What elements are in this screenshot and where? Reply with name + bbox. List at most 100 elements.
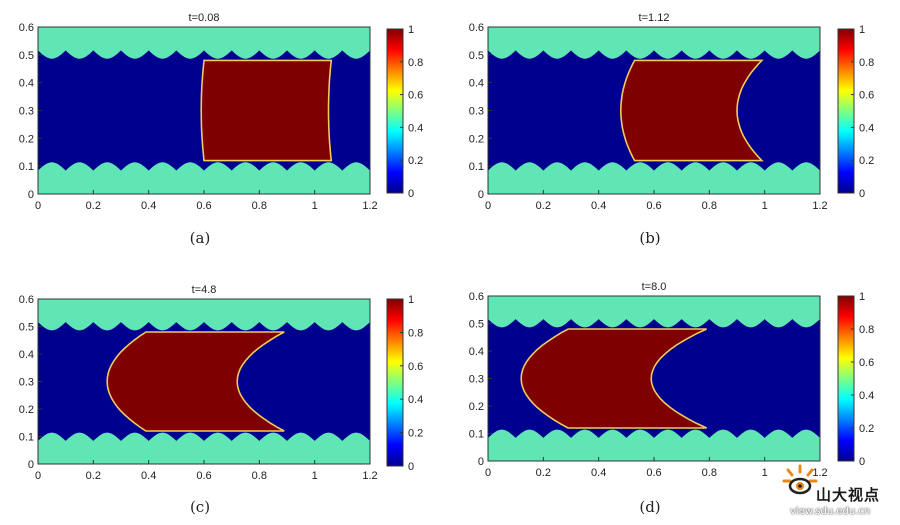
colorbar-tick-label: 0.4 — [859, 122, 874, 134]
y-tick-label: 0.4 — [469, 346, 484, 358]
x-tick-label: 0.2 — [536, 200, 551, 212]
x-tick-label: 0.8 — [252, 470, 267, 482]
x-tick-label: 0.2 — [86, 470, 101, 482]
colorbar-tick-label: 0.8 — [408, 327, 423, 339]
watermark: 山大视点 view.sdu.edu.cn — [782, 462, 898, 522]
colorbar-tick-label: 0.4 — [408, 394, 423, 406]
bottom-wall — [38, 432, 370, 464]
x-tick-label: 1 — [312, 470, 318, 482]
colorbar-tick-label: 0.8 — [859, 57, 874, 69]
panel-c: 0 0.2 0.4 0.6 0.8 1 1.2 0 0.1 0.2 0.3 0.4 0.5 0.6 t=4.… — [19, 284, 424, 516]
watermark-name: 山大视点 — [816, 486, 881, 504]
bottom-wall — [488, 162, 820, 194]
x-tick-label: 1 — [312, 200, 318, 212]
x-tick-label: 0.2 — [86, 200, 101, 212]
x-tick-label: 0 — [35, 470, 41, 482]
colorbar-tick-label: 0.8 — [859, 324, 874, 336]
colorbar — [837, 295, 855, 462]
colorbar-tick-label: 0.4 — [408, 122, 423, 134]
x-tick-label: 0.6 — [646, 467, 661, 479]
colorbar-tick-label: 0.6 — [859, 357, 874, 369]
y-tick-label: 0.5 — [469, 50, 484, 62]
y-tick-label: 0.1 — [469, 161, 484, 173]
colorbar-tick-label: 0 — [408, 461, 414, 473]
colorbar-tick-label: 0.6 — [408, 90, 423, 102]
y-tick-label: 0.3 — [19, 377, 34, 389]
x-tick-label: 0.4 — [141, 200, 156, 212]
bottom-wall — [488, 429, 820, 461]
y-tick-label: 0.2 — [19, 133, 34, 145]
x-tick-label: 0.4 — [141, 470, 156, 482]
panel-caption: (c) — [190, 498, 210, 516]
top-wall — [488, 27, 820, 59]
x-tick-label: 0.2 — [536, 467, 551, 479]
x-tick-label: 0.4 — [591, 467, 606, 479]
bottom-wall — [38, 162, 370, 194]
panel-title: t=8.0 — [642, 281, 667, 293]
y-tick-label: 0 — [478, 456, 484, 468]
x-tick-label: 1 — [762, 467, 768, 479]
top-wall — [488, 296, 820, 328]
panel-title: t=4.8 — [192, 284, 217, 296]
y-tick-label: 0.3 — [469, 106, 484, 118]
y-tick-label: 0.5 — [469, 319, 484, 331]
panel-title: t=0.08 — [189, 12, 220, 24]
x-tick-label: 0 — [485, 467, 491, 479]
colorbar-tick-label: 1 — [859, 24, 865, 36]
sdu-logo-icon — [782, 464, 818, 495]
y-tick-label: 0 — [28, 459, 34, 471]
x-tick-label: 0.8 — [702, 200, 717, 212]
colorbar-tick-label: 1 — [859, 291, 865, 303]
colorbar-tick-label: 1 — [408, 24, 414, 36]
droplet — [200, 59, 333, 162]
colorbar-tick-label: 0.8 — [408, 57, 423, 69]
x-tick-label: 1.2 — [812, 467, 827, 479]
y-tick-label: 0.4 — [19, 78, 34, 90]
top-wall — [38, 27, 370, 59]
panel-caption: (d) — [639, 498, 660, 516]
x-tick-label: 1.2 — [362, 200, 377, 212]
y-tick-label: 0.4 — [19, 349, 34, 361]
y-tick-label: 0.5 — [19, 50, 34, 62]
colorbar — [386, 28, 404, 194]
colorbar-tick-label: 0.6 — [408, 361, 423, 373]
x-tick-label: 1.2 — [362, 470, 377, 482]
x-tick-label: 1 — [762, 200, 768, 212]
y-tick-label: 0.1 — [19, 432, 34, 444]
colorbar-tick-label: 0.2 — [859, 155, 874, 167]
x-tick-label: 0.6 — [196, 200, 211, 212]
droplet — [619, 59, 764, 162]
x-tick-label: 0 — [485, 200, 491, 212]
y-tick-label: 0.3 — [469, 374, 484, 386]
x-tick-label: 0.6 — [646, 200, 661, 212]
colorbar-tick-label: 0.6 — [859, 90, 874, 102]
y-tick-label: 0.2 — [469, 401, 484, 413]
colorbar-tick-label: 0.2 — [408, 155, 423, 167]
colorbar-tick-label: 0.4 — [859, 390, 874, 402]
colorbar-tick-label: 0.2 — [408, 428, 423, 440]
y-tick-label: 0.1 — [469, 429, 484, 441]
watermark-url: view.sdu.edu.cn — [790, 506, 871, 517]
colorbar — [386, 298, 404, 467]
top-wall — [38, 299, 370, 331]
colorbar-tick-label: 0 — [859, 456, 865, 468]
y-tick-label: 0.6 — [469, 22, 484, 34]
panel-a: 0 0.2 0.4 0.6 0.8 1 1.2 0 0.1 0.2 0.3 0.4 0.5 0.6 t=0.… — [19, 12, 424, 247]
colorbar — [837, 28, 855, 194]
y-tick-label: 0.4 — [469, 78, 484, 90]
y-tick-label: 0 — [478, 189, 484, 201]
panel-b: 0 0.2 0.4 0.6 0.8 1 1.2 0 0.1 0.2 0.3 0.4 0.5 0.6 t=1.… — [469, 12, 875, 247]
panel-caption: (a) — [190, 229, 211, 247]
y-tick-label: 0.2 — [469, 133, 484, 145]
y-tick-label: 0.6 — [19, 22, 34, 34]
x-tick-label: 0.8 — [252, 200, 267, 212]
droplet — [520, 328, 707, 429]
panel-d: 0 0.2 0.4 0.6 0.8 1 1.2 0 0.1 0.2 0.3 0.4 0.5 0.6 t=8.… — [469, 281, 875, 516]
y-tick-label: 0.2 — [19, 404, 34, 416]
droplet — [106, 331, 285, 432]
x-tick-label: 0.6 — [196, 470, 211, 482]
colorbar-tick-label: 1 — [408, 294, 414, 306]
panel-title: t=1.12 — [639, 12, 670, 24]
y-tick-label: 0.1 — [19, 161, 34, 173]
